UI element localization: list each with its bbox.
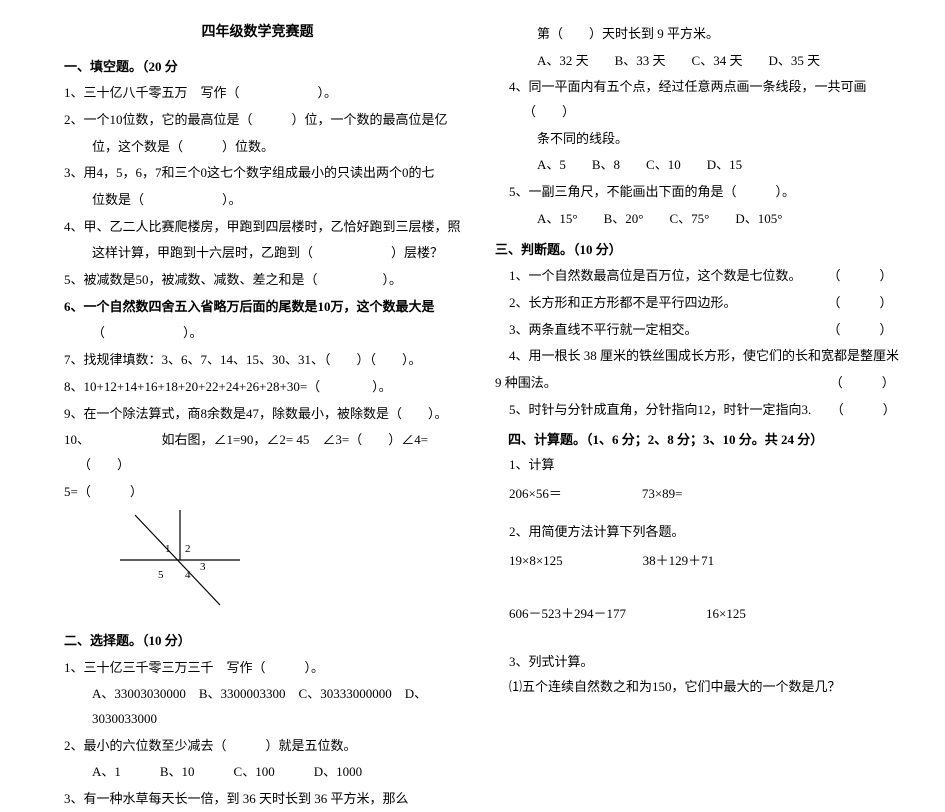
q7: 7、找规律填数：3、6、7、14、15、30、31、（ ）（ ）。 bbox=[50, 348, 465, 373]
q6-line2: （ ）。 bbox=[50, 321, 465, 346]
s2q3: 3、有一种水草每天长一倍，到 36 天时长到 36 平方米，那么 bbox=[50, 787, 465, 812]
r-cont-options: A、32 天 B、33 天 C、34 天 D、35 天 bbox=[495, 49, 910, 74]
r-q5: 5、一副三角尺，不能画出下面的角是（ ）。 bbox=[495, 180, 910, 205]
j3: 3、两条直线不平行就一定相交。 （ ） bbox=[495, 318, 910, 343]
j4-line2: 9 种围法。 （ ） bbox=[495, 371, 910, 396]
right-column: 第（ ）天时长到 9 平方米。 A、32 天 B、33 天 C、34 天 D、3… bbox=[480, 20, 925, 659]
svg-text:4: 4 bbox=[185, 569, 191, 581]
j4-line1: 4、用一根长 38 厘米的铁丝围成长方形，使它们的长和宽都是整厘米 bbox=[495, 344, 910, 369]
q9: 9、在一个除法算式，商8余数是47，除数最小，被除数是（ ）。 bbox=[50, 402, 465, 427]
calc-2-row2: 606－523＋294－177 16×125 bbox=[495, 602, 910, 627]
s2q2: 2、最小的六位数至少减去（ ）就是五位数。 bbox=[50, 734, 465, 759]
q2-line2: 位，这个数是（ ）位数。 bbox=[50, 135, 465, 160]
svg-text:2: 2 bbox=[185, 543, 191, 555]
q5: 5、被减数是50，被减数、减数、差之和是（ ）。 bbox=[50, 268, 465, 293]
calc-2c: 606－523＋294－177 bbox=[509, 602, 626, 627]
q4-line2: 这样计算，甲跑到十六层时，乙跑到（ ）层楼？ bbox=[50, 241, 465, 266]
calc-3-header: 3、列式计算。 bbox=[495, 650, 910, 675]
q3-line2: 位数是（ ）。 bbox=[50, 188, 465, 213]
q6-line1: 6、一个自然数四舍五入省略万后面的尾数是10万，这个数最大是 bbox=[50, 295, 465, 320]
calc-1a: 206×56＝ bbox=[509, 482, 562, 507]
svg-text:5: 5 bbox=[158, 569, 164, 581]
calc-2b: 38＋129＋71 bbox=[643, 549, 715, 574]
section-1-header: 一、填空题。（20 分 bbox=[50, 55, 465, 80]
s2q2-options: A、1 B、10 C、100 D、1000 bbox=[50, 760, 465, 785]
calc-1b: 73×89= bbox=[642, 482, 683, 507]
q4-line1: 4、甲、乙二人比赛爬楼房，甲跑到四层楼时，乙恰好跑到三层楼，照 bbox=[50, 215, 465, 240]
q8: 8、10+12+14+16+18+20+22+24+26+28+30=（ ）。 bbox=[50, 375, 465, 400]
j5: 5、时针与分针成直角，分针指向12，时针一定指向3. （ ） bbox=[495, 398, 910, 423]
q10-line2: 5=（ ） bbox=[50, 480, 465, 505]
j2: 2、长方形和正方形都不是平行四边形。 （ ） bbox=[495, 291, 910, 316]
angle-diagram: 1 2 3 4 5 bbox=[110, 510, 465, 619]
calc-1-row: 206×56＝ 73×89= bbox=[495, 482, 910, 507]
s2q1: 1、三十亿三千零三万三千 写作（ ）。 bbox=[50, 656, 465, 681]
calc-2-header: 2、用简便方法计算下列各题。 bbox=[495, 520, 910, 545]
section-4-header: 四、计算题。（1、6 分；2、8 分；3、10 分。共 24 分） bbox=[495, 428, 910, 453]
svg-text:1: 1 bbox=[165, 543, 171, 555]
j1: 1、一个自然数最高位是百万位，这个数是七位数。 （ ） bbox=[495, 264, 910, 289]
q1: 1、三十亿八千零五万 写作（ ）。 bbox=[50, 81, 465, 106]
r-cont-line1: 第（ ）天时长到 9 平方米。 bbox=[495, 22, 910, 47]
svg-text:3: 3 bbox=[200, 561, 206, 573]
calc-2d: 16×125 bbox=[706, 602, 746, 627]
calc-2a: 19×8×125 bbox=[509, 549, 563, 574]
calc-2-row1: 19×8×125 38＋129＋71 bbox=[495, 549, 910, 574]
diagram-svg: 1 2 3 4 5 bbox=[110, 510, 250, 610]
q2-line1: 2、一个10位数，它的最高位是（ ）位，一个数的最高位是亿 bbox=[50, 108, 465, 133]
r-q4-line2: 条不同的线段。 bbox=[495, 127, 910, 152]
r-q5-options: A、15° B、20° C、75° D、105° bbox=[495, 207, 910, 232]
r-q4-line1: 4、同一平面内有五个点，经过任意两点画一条线段，一共可画（ ） bbox=[495, 75, 910, 124]
calc-1-header: 1、计算 bbox=[495, 453, 910, 478]
s2q1-options: A、33003030000 B、3300003300 C、30333000000… bbox=[50, 682, 465, 731]
page-title: 四年级数学竞赛题 bbox=[50, 20, 465, 47]
r-q4-options: A、5 B、8 C、10 D、15 bbox=[495, 153, 910, 178]
left-column: 四年级数学竞赛题 一、填空题。（20 分 1、三十亿八千零五万 写作（ ）。 2… bbox=[20, 20, 480, 659]
section-3-header: 三、判断题。（10 分） bbox=[495, 238, 910, 263]
q10-line1: 10、 如右图，∠1=90，∠2= 45 ∠3=（ ）∠4=（ ） bbox=[50, 428, 465, 477]
section-2-header: 二、选择题。（10 分） bbox=[50, 629, 465, 654]
calc-3-q: ⑴五个连续自然数之和为150，它们中最大的一个数是几？ bbox=[495, 675, 910, 700]
q3-line1: 3、用4，5，6，7和三个0这七个数字组成最小的只读出两个0的七 bbox=[50, 161, 465, 186]
